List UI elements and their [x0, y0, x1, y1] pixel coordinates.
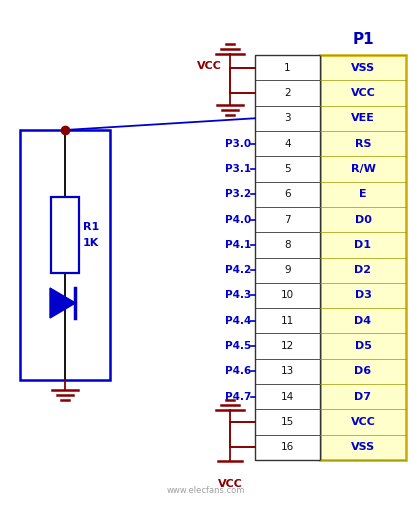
- Text: D3: D3: [355, 291, 372, 301]
- Text: D6: D6: [354, 367, 372, 376]
- Text: 4: 4: [284, 138, 291, 149]
- Text: RS: RS: [355, 138, 371, 149]
- Bar: [20, 130, 110, 380]
- Text: D0: D0: [355, 214, 372, 225]
- Bar: [255, 55, 320, 460]
- Text: 2: 2: [284, 88, 291, 98]
- Text: P4.5: P4.5: [225, 341, 251, 351]
- Text: 7: 7: [284, 214, 291, 225]
- Text: 12: 12: [281, 341, 294, 351]
- Text: R1: R1: [83, 222, 99, 232]
- Text: P3.0: P3.0: [225, 138, 251, 149]
- Text: 11: 11: [281, 316, 294, 326]
- Text: VCC: VCC: [351, 88, 375, 98]
- Text: D7: D7: [354, 392, 372, 402]
- Text: E: E: [359, 189, 367, 199]
- Text: VEE: VEE: [351, 113, 375, 123]
- Text: R/W: R/W: [351, 164, 375, 174]
- Text: D2: D2: [354, 265, 372, 275]
- Text: P4.7: P4.7: [225, 392, 251, 402]
- Text: P4.0: P4.0: [225, 214, 251, 225]
- Text: 3: 3: [284, 113, 291, 123]
- Text: 1K: 1K: [83, 238, 99, 248]
- Text: 1: 1: [284, 63, 291, 73]
- Text: P3.1: P3.1: [225, 164, 251, 174]
- Text: 9: 9: [284, 265, 291, 275]
- Text: P1: P1: [352, 32, 374, 47]
- Text: P4.6: P4.6: [225, 367, 251, 376]
- Bar: [320, 55, 406, 460]
- Text: 15: 15: [281, 417, 294, 427]
- Text: VSS: VSS: [351, 442, 375, 452]
- Text: D5: D5: [355, 341, 372, 351]
- Text: 14: 14: [281, 392, 294, 402]
- Text: P4.2: P4.2: [225, 265, 251, 275]
- Text: P4.3: P4.3: [225, 291, 251, 301]
- Text: VCC: VCC: [351, 417, 375, 427]
- Text: P4.4: P4.4: [225, 316, 251, 326]
- Text: P3.2: P3.2: [225, 189, 251, 199]
- Polygon shape: [50, 288, 75, 318]
- Text: P4.1: P4.1: [225, 240, 251, 250]
- Text: www.elecfans.com: www.elecfans.com: [167, 486, 245, 495]
- Text: VCC: VCC: [218, 479, 242, 489]
- Text: 13: 13: [281, 367, 294, 376]
- Text: VSS: VSS: [351, 63, 375, 73]
- Text: 6: 6: [284, 189, 291, 199]
- Bar: [51, 197, 79, 273]
- Text: 8: 8: [284, 240, 291, 250]
- Text: VCC: VCC: [197, 61, 222, 70]
- Text: 5: 5: [284, 164, 291, 174]
- Text: D1: D1: [354, 240, 372, 250]
- Text: D4: D4: [354, 316, 372, 326]
- Text: 10: 10: [281, 291, 294, 301]
- Text: 16: 16: [281, 442, 294, 452]
